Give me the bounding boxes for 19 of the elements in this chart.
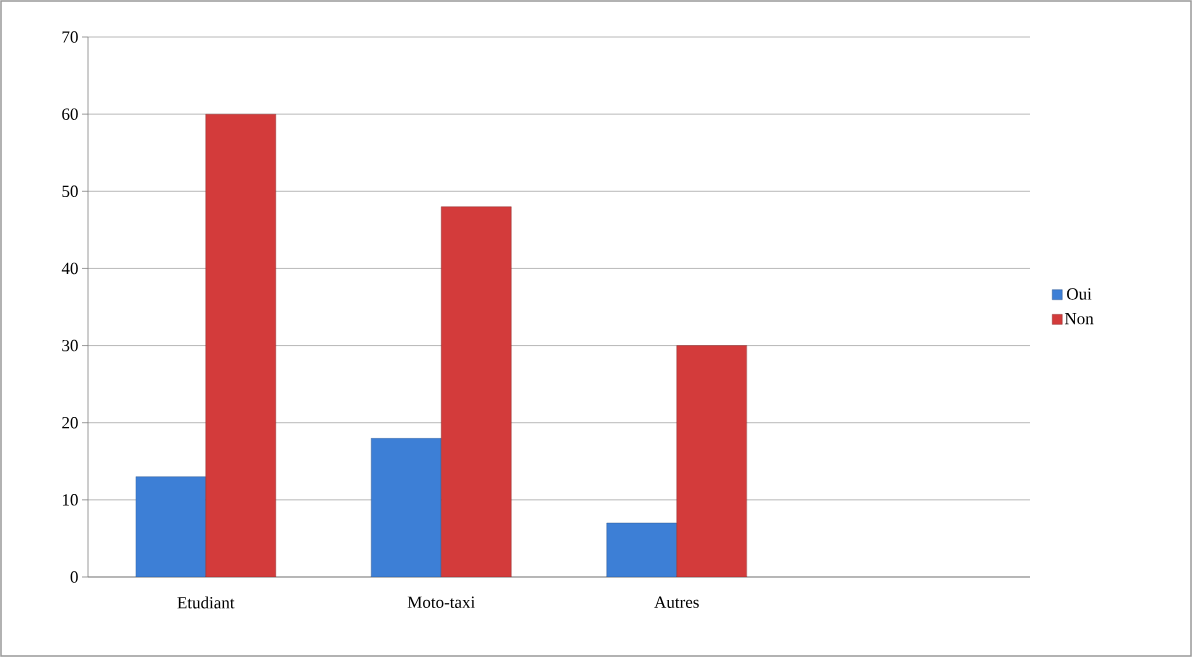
legend-label: Oui [1067, 288, 1092, 300]
x-tick-label: Etudiant [177, 596, 235, 609]
x-tick-label: Autres [654, 596, 699, 608]
y-tick-label: 50 [62, 185, 78, 198]
y-tick-label: 20 [62, 416, 78, 429]
y-tick-label: 0 [70, 571, 78, 583]
bar [441, 206, 512, 577]
y-tick-label: 70 [62, 31, 78, 43]
bar [606, 522, 677, 577]
bar [371, 437, 442, 577]
bar [676, 345, 747, 577]
y-tick-label: 40 [61, 262, 78, 275]
bar [205, 113, 276, 577]
y-tick-label: 10 [62, 494, 78, 506]
legend-label: Non [1064, 313, 1094, 325]
bar [135, 476, 206, 577]
y-tick-label: 30 [62, 339, 78, 352]
y-tick-label: 60 [62, 108, 78, 120]
x-tick-label: Moto-taxi [407, 596, 475, 608]
